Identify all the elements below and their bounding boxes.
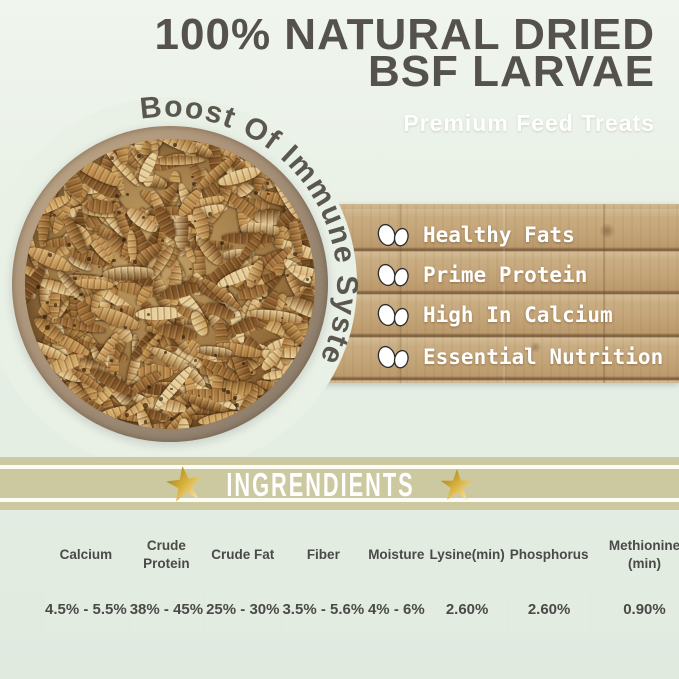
table-header-crude-fat: Crude Fat [206, 528, 280, 581]
table-value-crude-fat: 25% - 30% [206, 585, 280, 633]
table-header-moisture: Moisture [367, 528, 426, 581]
feature-label: Essential Nutrition [423, 345, 664, 369]
ingredients-banner: INGRENDIENTS [0, 457, 679, 510]
feature-label: Prime Protein [423, 263, 588, 287]
feature-essential-nutrition: Essential Nutrition [375, 336, 663, 378]
table-value-methionine: 0.90% [592, 585, 679, 633]
double-eggs-icon [377, 263, 409, 287]
page-title: 100% NATURAL DRIED BSF LARVAE [154, 10, 655, 96]
larvae-bowl-photo [12, 126, 328, 442]
gold-star-icon [166, 466, 203, 502]
double-eggs-icon [377, 223, 409, 247]
subtitle: Premium Feed Treats [403, 110, 655, 136]
table-header-phosphorus: Phosphorus [508, 528, 590, 581]
table-header-calcium: Calcium [45, 528, 127, 581]
table-header-lysine: Lysine(min) [428, 528, 506, 581]
double-eggs-icon [377, 345, 409, 369]
ingredients-banner-label: INGRENDIENTS [226, 466, 415, 503]
table-header-crude-protein: Crude Protein [129, 528, 204, 581]
table-value-calcium: 4.5% - 5.5% [45, 585, 127, 633]
feature-label: High In Calcium [423, 303, 613, 327]
table-value-moisture: 4% - 6% [367, 585, 426, 633]
gold-star-icon [440, 468, 474, 500]
dried-larvae-photo [25, 139, 315, 429]
table-header-fiber: Fiber [282, 528, 365, 581]
nutrition-table: Calcium Crude Protein Crude Fat Fiber Mo… [45, 528, 679, 633]
double-eggs-icon [377, 303, 409, 327]
feature-healthy-fats: Healthy Fats [375, 214, 575, 256]
title-line-2: BSF LARVAE [367, 47, 655, 96]
table-value-fiber: 3.5% - 5.6% [282, 585, 365, 633]
table-value-phosphorus: 2.60% [508, 585, 590, 633]
title-line-1: 100% NATURAL DRIED [154, 10, 655, 59]
table-value-lysine: 2.60% [428, 585, 506, 633]
feature-label: Healthy Fats [423, 223, 575, 247]
feature-high-in-calcium: High In Calcium [375, 294, 613, 336]
table-value-crude-protein: 38% - 45% [129, 585, 204, 633]
table-header-methionine: Methionine (min) [592, 528, 679, 581]
feature-prime-protein: Prime Protein [375, 254, 587, 296]
